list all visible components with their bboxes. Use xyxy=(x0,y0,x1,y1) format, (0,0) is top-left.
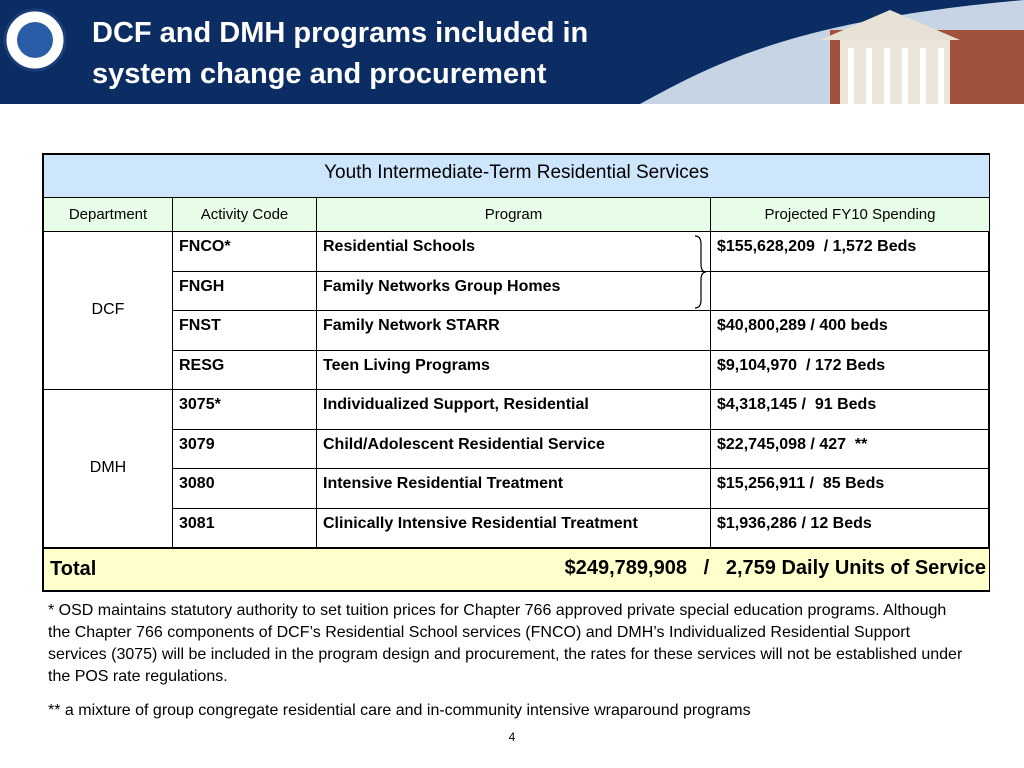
column-header: Activity Code xyxy=(173,198,317,232)
title-line: DCF and DMH programs included in xyxy=(92,17,588,49)
spending xyxy=(711,271,990,311)
spending: $4,318,145 / 91 Beds xyxy=(711,390,990,430)
footnotes: * OSD maintains statutory authority to s… xyxy=(48,600,968,734)
program: Family Networks Group Homes xyxy=(317,271,711,311)
column-header: Department xyxy=(44,198,173,232)
seal-center xyxy=(17,22,53,58)
spending: $1,936,286 / 12 Beds xyxy=(711,508,990,548)
department: DMH xyxy=(44,390,173,548)
brace xyxy=(694,235,707,309)
table: Youth Intermediate-Term Residential Serv… xyxy=(42,153,990,592)
program: Clinically Intensive Residential Treatme… xyxy=(317,508,711,548)
title-line: system change and procurement xyxy=(92,58,547,90)
header-band: DCF and DMH programs included in system … xyxy=(0,0,1024,104)
spending: $9,104,970 / 172 Beds xyxy=(711,350,990,390)
program: Child/Adolescent Residential Service xyxy=(317,429,711,469)
total-label: Total xyxy=(44,548,990,590)
footnote: ** a mixture of group congregate residen… xyxy=(48,702,751,719)
caption: Youth Intermediate-Term Residential Serv… xyxy=(44,155,990,198)
activity-code: RESG xyxy=(173,350,317,390)
activity-code: 3075* xyxy=(173,390,317,430)
spending: $22,745,098 / 427 ** xyxy=(711,429,990,469)
building-portico xyxy=(840,40,950,104)
column-header: Program xyxy=(317,198,711,232)
program: Residential Schools xyxy=(317,232,711,272)
department: DCF xyxy=(44,232,173,390)
activity-code: FNGH xyxy=(173,271,317,311)
program: Individualized Support, Residential xyxy=(317,390,711,430)
activity-code: 3081 xyxy=(173,508,317,548)
activity-code: 3080 xyxy=(173,469,317,509)
spending: $15,256,911 / 85 Beds xyxy=(711,469,990,509)
program: Teen Living Programs xyxy=(317,350,711,390)
spending: $40,800,289 / 400 beds xyxy=(711,311,990,351)
activity-code: FNST xyxy=(173,311,317,351)
total-value: $249,789,908 / 2,759 Daily Units of Serv… xyxy=(564,557,986,579)
activity-code: 3079 xyxy=(173,429,317,469)
program: Family Network STARR xyxy=(317,311,711,351)
building-roof xyxy=(820,10,960,40)
columns xyxy=(848,48,944,104)
page-number: 4 xyxy=(508,730,516,744)
spending: $155,628,209 / 1,572 Beds xyxy=(711,232,990,272)
footnote: * OSD maintains statutory authority to s… xyxy=(48,602,963,685)
activity-code: FNCO* xyxy=(173,232,317,272)
program: Intensive Residential Treatment xyxy=(317,469,711,509)
column-header: Projected FY10 Spending xyxy=(711,198,990,232)
